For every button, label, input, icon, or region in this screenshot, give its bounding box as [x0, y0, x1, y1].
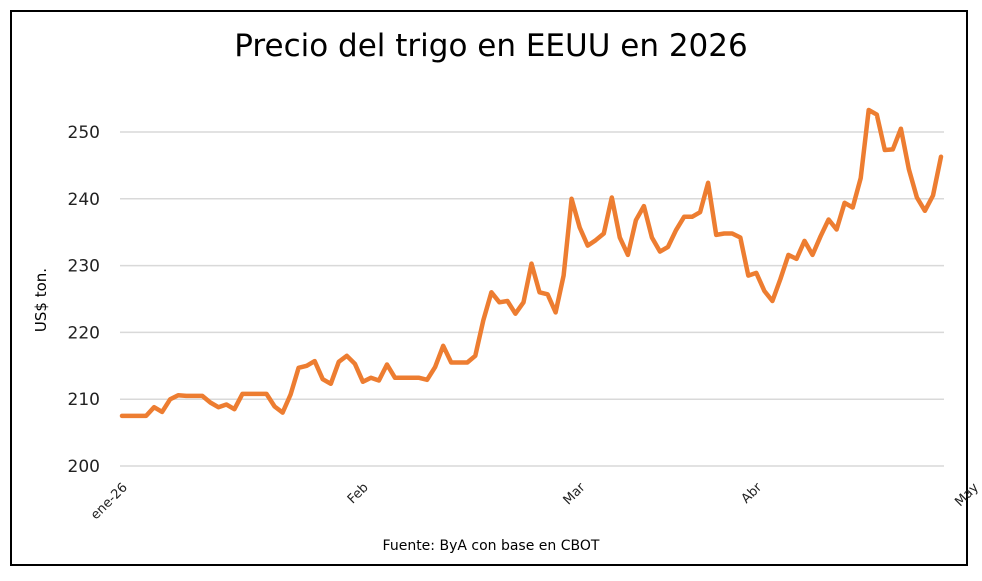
y-tick-label: 200	[68, 457, 100, 477]
y-axis-ticks: 200 210 220 230 240 250	[68, 123, 100, 477]
x-tick-label: May	[952, 480, 982, 510]
y-tick-label: 240	[68, 190, 100, 210]
chart-title: Precio del trigo en EEUU en 2026	[234, 28, 748, 64]
x-tick-label: Abr	[739, 480, 766, 507]
x-tick-label: Feb	[345, 480, 372, 507]
y-tick-label: 230	[68, 257, 100, 277]
y-axis-label: US$ ton.	[32, 268, 50, 332]
price-series-line	[119, 107, 944, 419]
x-axis-ticks: ene-26 Feb Mar Abr May	[88, 480, 982, 523]
x-tick-label: ene-26	[88, 480, 131, 523]
source-note: Fuente: ByA con base en CBOT	[382, 538, 600, 554]
y-tick-label: 220	[68, 323, 100, 343]
y-tick-label: 250	[68, 123, 100, 143]
x-tick-label: Mar	[561, 480, 589, 508]
y-tick-label: 210	[68, 390, 100, 410]
chart-frame	[10, 10, 968, 566]
